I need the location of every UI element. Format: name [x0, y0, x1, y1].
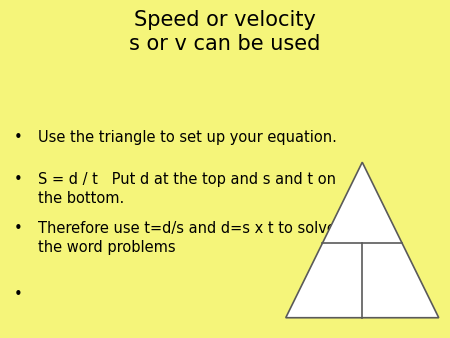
Text: Therefore use t=d/s and d=s x t to solve
the word problems: Therefore use t=d/s and d=s x t to solve…: [38, 221, 336, 255]
Text: Use the triangle to set up your equation.: Use the triangle to set up your equation…: [38, 130, 337, 145]
Text: •: •: [14, 287, 22, 302]
Text: •: •: [14, 130, 22, 145]
Text: S = d / t   Put d at the top and s and t on
the bottom.: S = d / t Put d at the top and s and t o…: [38, 172, 336, 206]
Text: Speed or velocity
s or v can be used: Speed or velocity s or v can be used: [129, 10, 321, 54]
Polygon shape: [286, 162, 439, 318]
Text: •: •: [14, 221, 22, 236]
Text: •: •: [14, 172, 22, 187]
